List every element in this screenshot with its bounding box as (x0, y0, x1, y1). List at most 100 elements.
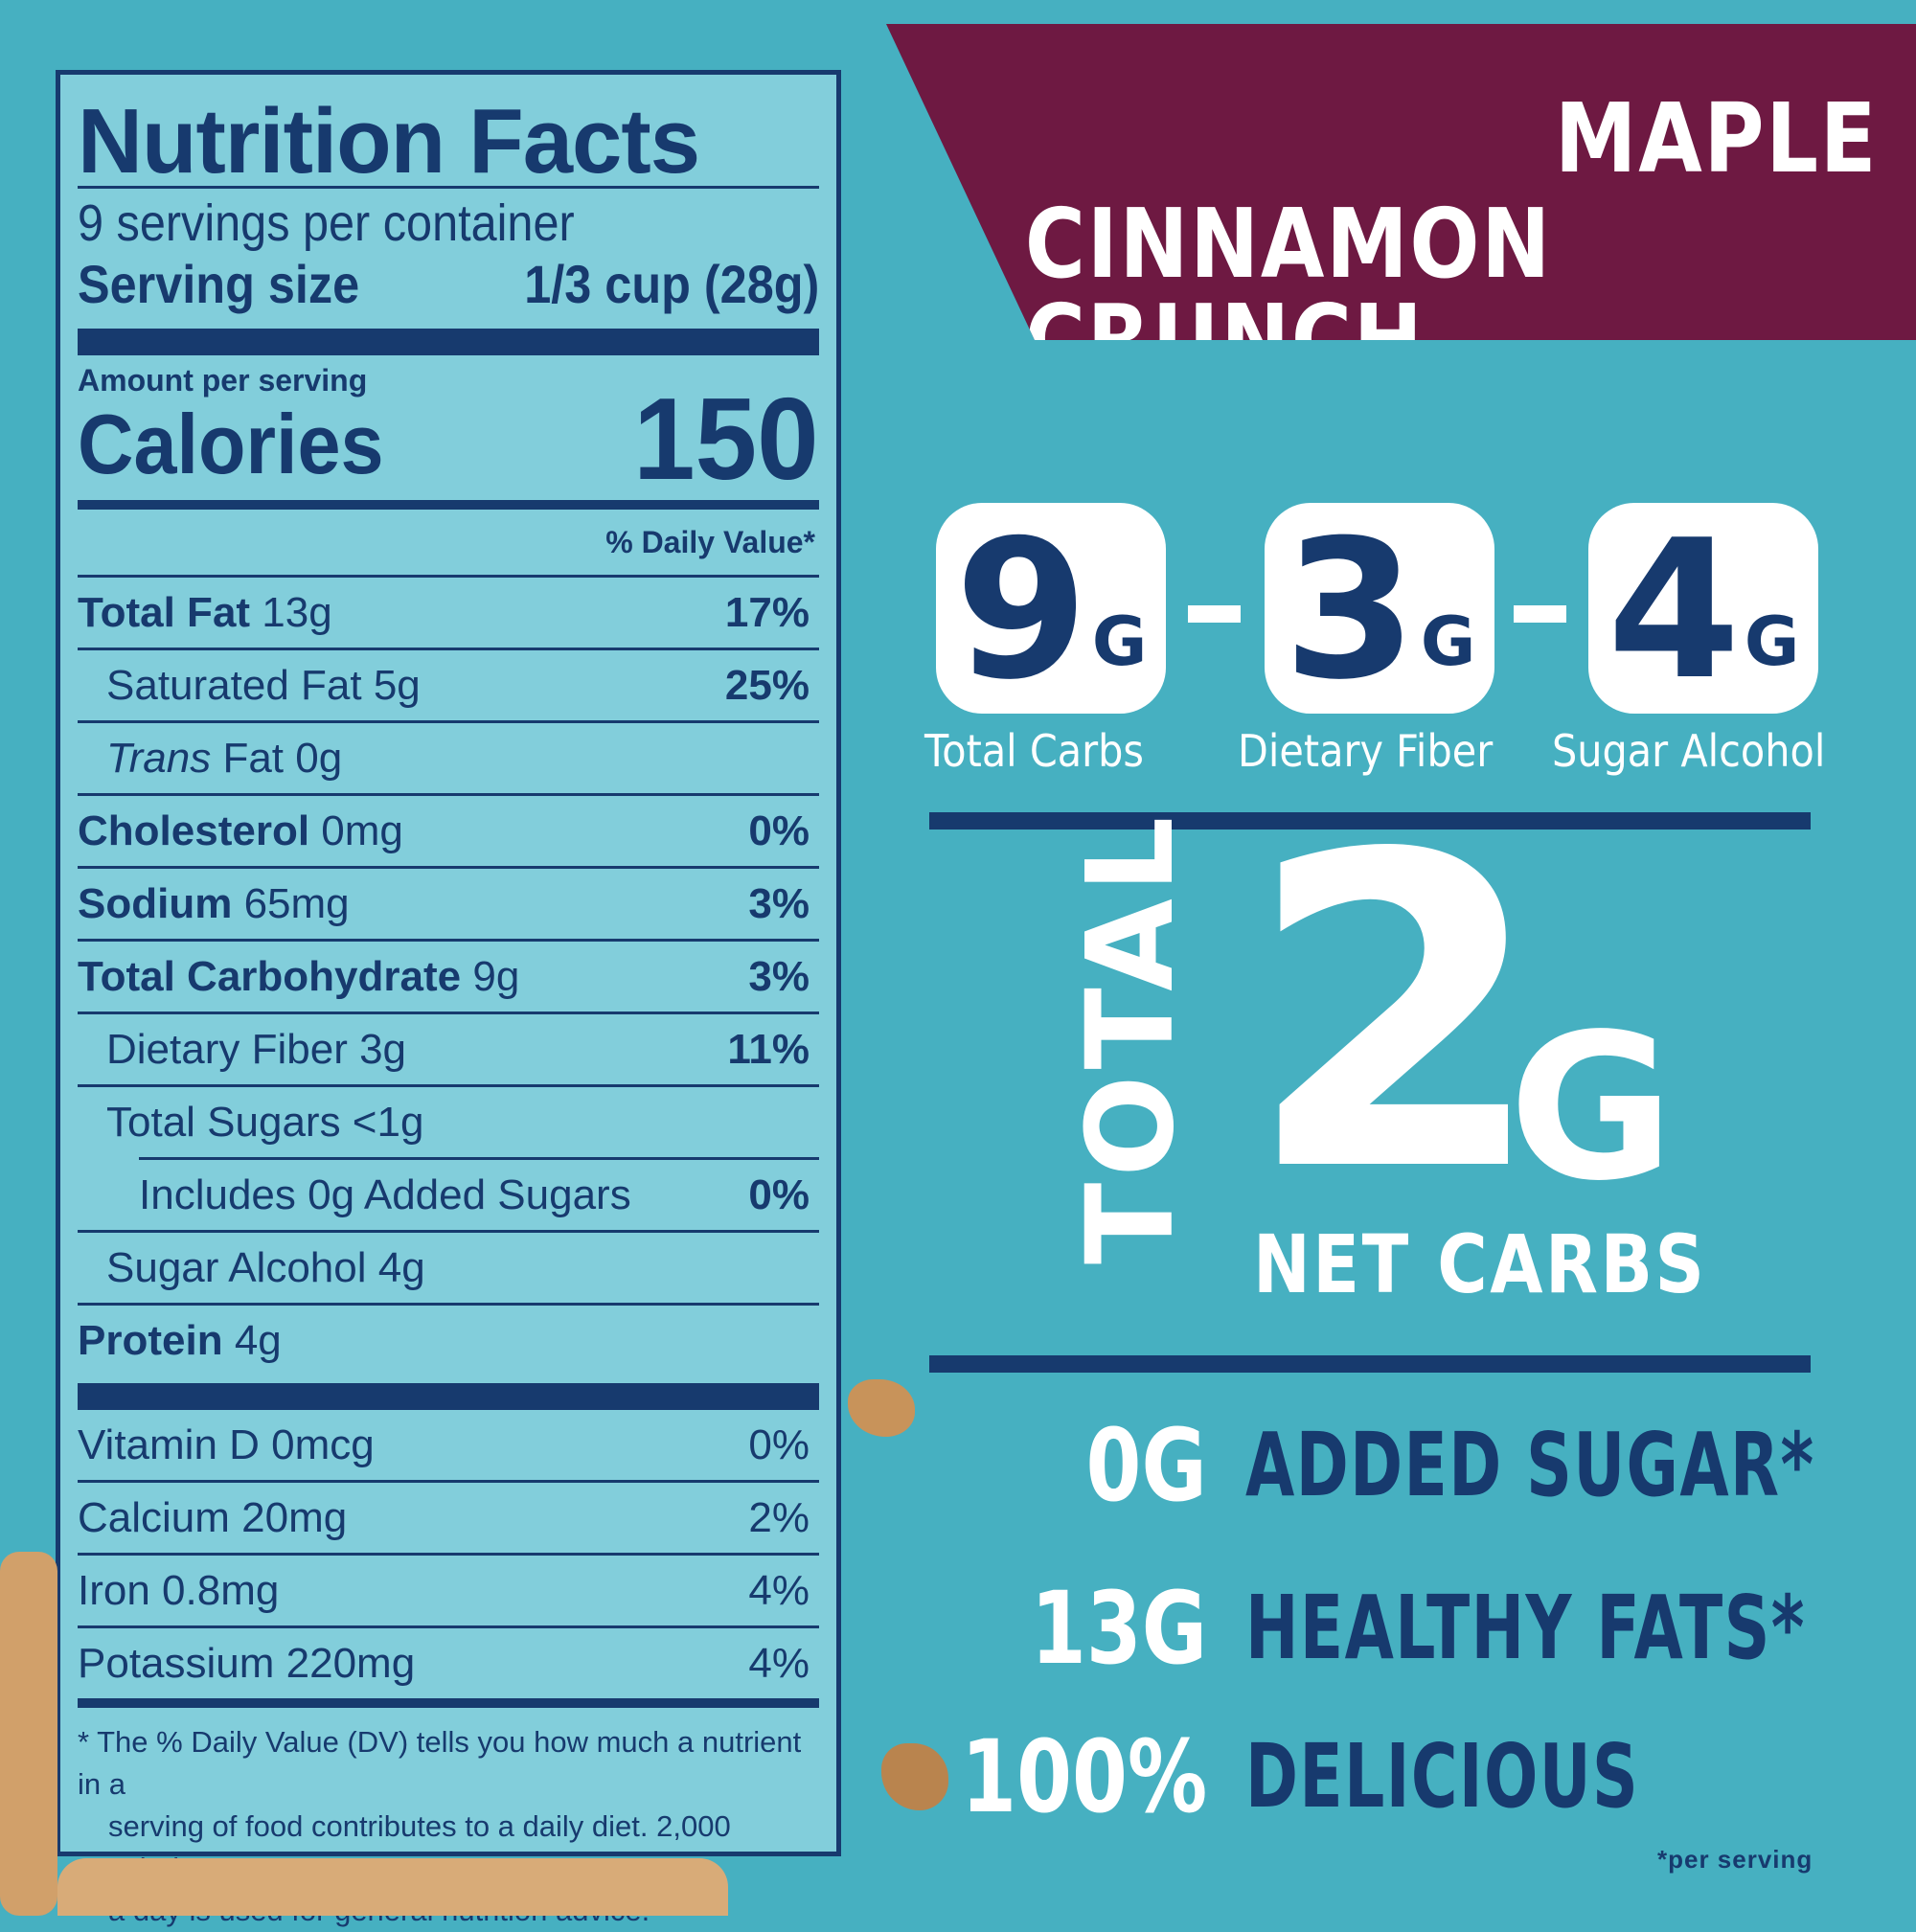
total-word-vertical: TOTAL (1061, 810, 1200, 1264)
minus-sign (1188, 605, 1241, 623)
claim-value: 0G (1085, 1407, 1207, 1524)
minus-sign (1514, 605, 1566, 623)
nutrient-amount: 4g (234, 1316, 282, 1364)
net-carbs-unit: G (1509, 990, 1675, 1225)
calories-label: Calories (78, 397, 384, 491)
nutrient-dv: 3% (748, 879, 810, 927)
claim-text: ADDED SUGAR* (1245, 1414, 1815, 1516)
thick-divider (78, 329, 819, 355)
serving-size-label: Serving size (78, 254, 360, 314)
nutrient-name: Sugar Alcohol 4g (106, 1243, 425, 1291)
serving-size-row: Serving size 1/3 cup (28g) (78, 254, 819, 315)
dietary-fiber-label: Dietary Fiber (1238, 725, 1494, 777)
divider (78, 186, 819, 189)
vitamin-dv: 0% (748, 1421, 810, 1468)
claim-healthy-fats: 13G HEALTHY FATS* (0, 1570, 1804, 1687)
sugar-alcohol-value: 4 (1607, 499, 1741, 722)
per-serving-note: *per serving (1657, 1845, 1813, 1874)
nutrient-row-total-carbohydrate: Total Carbohydrate 9g 3% (78, 939, 819, 1011)
nutrient-name: Total Sugars <1g (106, 1098, 424, 1146)
thick-divider (78, 1383, 819, 1410)
servings-per-container: 9 servings per container (78, 194, 575, 252)
vitamin-row: Vitamin D 0mcg 0% (78, 1410, 819, 1480)
vitamin-name: Potassium 220mg (78, 1639, 416, 1687)
serving-size-value: 1/3 cup (28g) (523, 254, 819, 314)
nutrient-row-trans-fat: Trans Fat 0g (78, 720, 819, 793)
granola-crumb-image (881, 1743, 948, 1810)
daily-value-header: % Daily Value* (605, 525, 815, 559)
nutrient-dv: 0% (748, 1171, 810, 1218)
total-carbs-unit: G (1091, 602, 1148, 681)
nutrient-dv: 0% (748, 807, 810, 854)
divider (929, 1355, 1811, 1373)
calories-value: 150 (633, 374, 819, 504)
divider (929, 812, 1811, 830)
nutrient-name: Saturated Fat 5g (106, 661, 421, 709)
dietary-fiber-unit: G (1420, 602, 1476, 681)
nutrient-name: Dietary Fiber 3g (106, 1025, 407, 1073)
granola-crumb-image (57, 1858, 728, 1916)
sugar-alcohol-unit: G (1744, 602, 1800, 681)
claim-value: 13G (1030, 1570, 1207, 1687)
nutrient-name: Cholesterol (78, 807, 310, 854)
nutrient-name: Fat 0g (211, 734, 343, 782)
net-carbs-label: NET CARBS (1253, 1217, 1707, 1311)
vitamin-row: Calcium 20mg 2% (78, 1480, 819, 1553)
net-carbs-value: 2 (1245, 764, 1546, 1266)
vitamin-dv: 4% (748, 1566, 810, 1614)
claim-text: DELICIOUS (1245, 1725, 1640, 1828)
granola-crumb-image (0, 1552, 57, 1916)
claim-text: HEALTHY FATS* (1245, 1577, 1806, 1679)
nutrient-row-protein: Protein 4g (78, 1303, 819, 1375)
dietary-fiber-value: 3 (1283, 499, 1417, 722)
sugar-alcohol-label: Sugar Alcohol (1552, 725, 1826, 777)
nutrient-name: Total Fat (78, 588, 251, 636)
nutrient-amount: 0mg (321, 807, 403, 854)
medium-divider (78, 500, 819, 510)
nutrient-name-italic: Trans (106, 734, 212, 782)
vitamin-row: Iron 0.8mg 4% (78, 1553, 819, 1625)
vitamin-row: Potassium 220mg 4% (78, 1625, 819, 1698)
total-carbs-value: 9 (954, 499, 1088, 722)
nutrient-name: Sodium (78, 879, 233, 927)
nutrient-amount: 65mg (243, 879, 350, 927)
nutrient-dv: 17% (724, 588, 810, 636)
nutrient-row-added-sugars: Includes 0g Added Sugars 0% (139, 1157, 819, 1230)
claim-added-sugar: 0G ADDED SUGAR* (0, 1407, 1813, 1524)
flavor-name-line1: MAPLE (1554, 82, 1878, 194)
nutrient-amount: 9g (472, 952, 520, 1000)
nutrient-dv: 11% (727, 1025, 810, 1073)
total-carbs-label: Total Carbs (924, 725, 1144, 777)
nutrient-row-dietary-fiber: Dietary Fiber 3g 11% (78, 1011, 819, 1084)
claim-delicious: 100% DELICIOUS (0, 1724, 1801, 1830)
vitamin-dv: 2% (748, 1493, 810, 1541)
nutrient-row-saturated-fat: Saturated Fat 5g 25% (78, 648, 819, 720)
granola-crumb-image (848, 1379, 915, 1437)
vitamin-name: Vitamin D 0mcg (78, 1421, 375, 1468)
nutrient-dv: 25% (724, 661, 810, 709)
claim-value: 100% (960, 1718, 1207, 1835)
vitamin-name: Calcium 20mg (78, 1493, 348, 1541)
nutrient-row-total-sugars: Total Sugars <1g (78, 1084, 819, 1157)
medium-divider (78, 1698, 819, 1708)
nutrient-name: Protein (78, 1316, 223, 1364)
flavor-banner: MAPLE CINNAMON CRUNCH (886, 24, 1916, 340)
footnote-line: * The % Daily Value (DV) tells you how m… (78, 1725, 802, 1801)
nutrient-dv: 3% (748, 952, 810, 1000)
nutrient-name: Includes 0g Added Sugars (139, 1171, 631, 1218)
amount-per-serving: Amount per serving (78, 363, 368, 398)
vitamin-name: Iron 0.8mg (78, 1566, 280, 1614)
nutrient-name: Total Carbohydrate (78, 952, 462, 1000)
nutrient-row-sugar-alcohol: Sugar Alcohol 4g (78, 1230, 819, 1303)
nutrient-row-total-fat: Total Fat 13g 17% (78, 575, 819, 648)
nutrient-amount: 13g (262, 588, 332, 636)
flavor-name-line2: CINNAMON CRUNCH (1024, 188, 1552, 396)
nutrient-row-sodium: Sodium 65mg 3% (78, 866, 819, 939)
calories-row: Calories 150 (78, 380, 819, 497)
vitamin-dv: 4% (748, 1639, 810, 1687)
nutrition-facts-title: Nutrition Facts (78, 90, 700, 193)
nutrient-row-cholesterol: Cholesterol 0mg 0% (78, 793, 819, 866)
